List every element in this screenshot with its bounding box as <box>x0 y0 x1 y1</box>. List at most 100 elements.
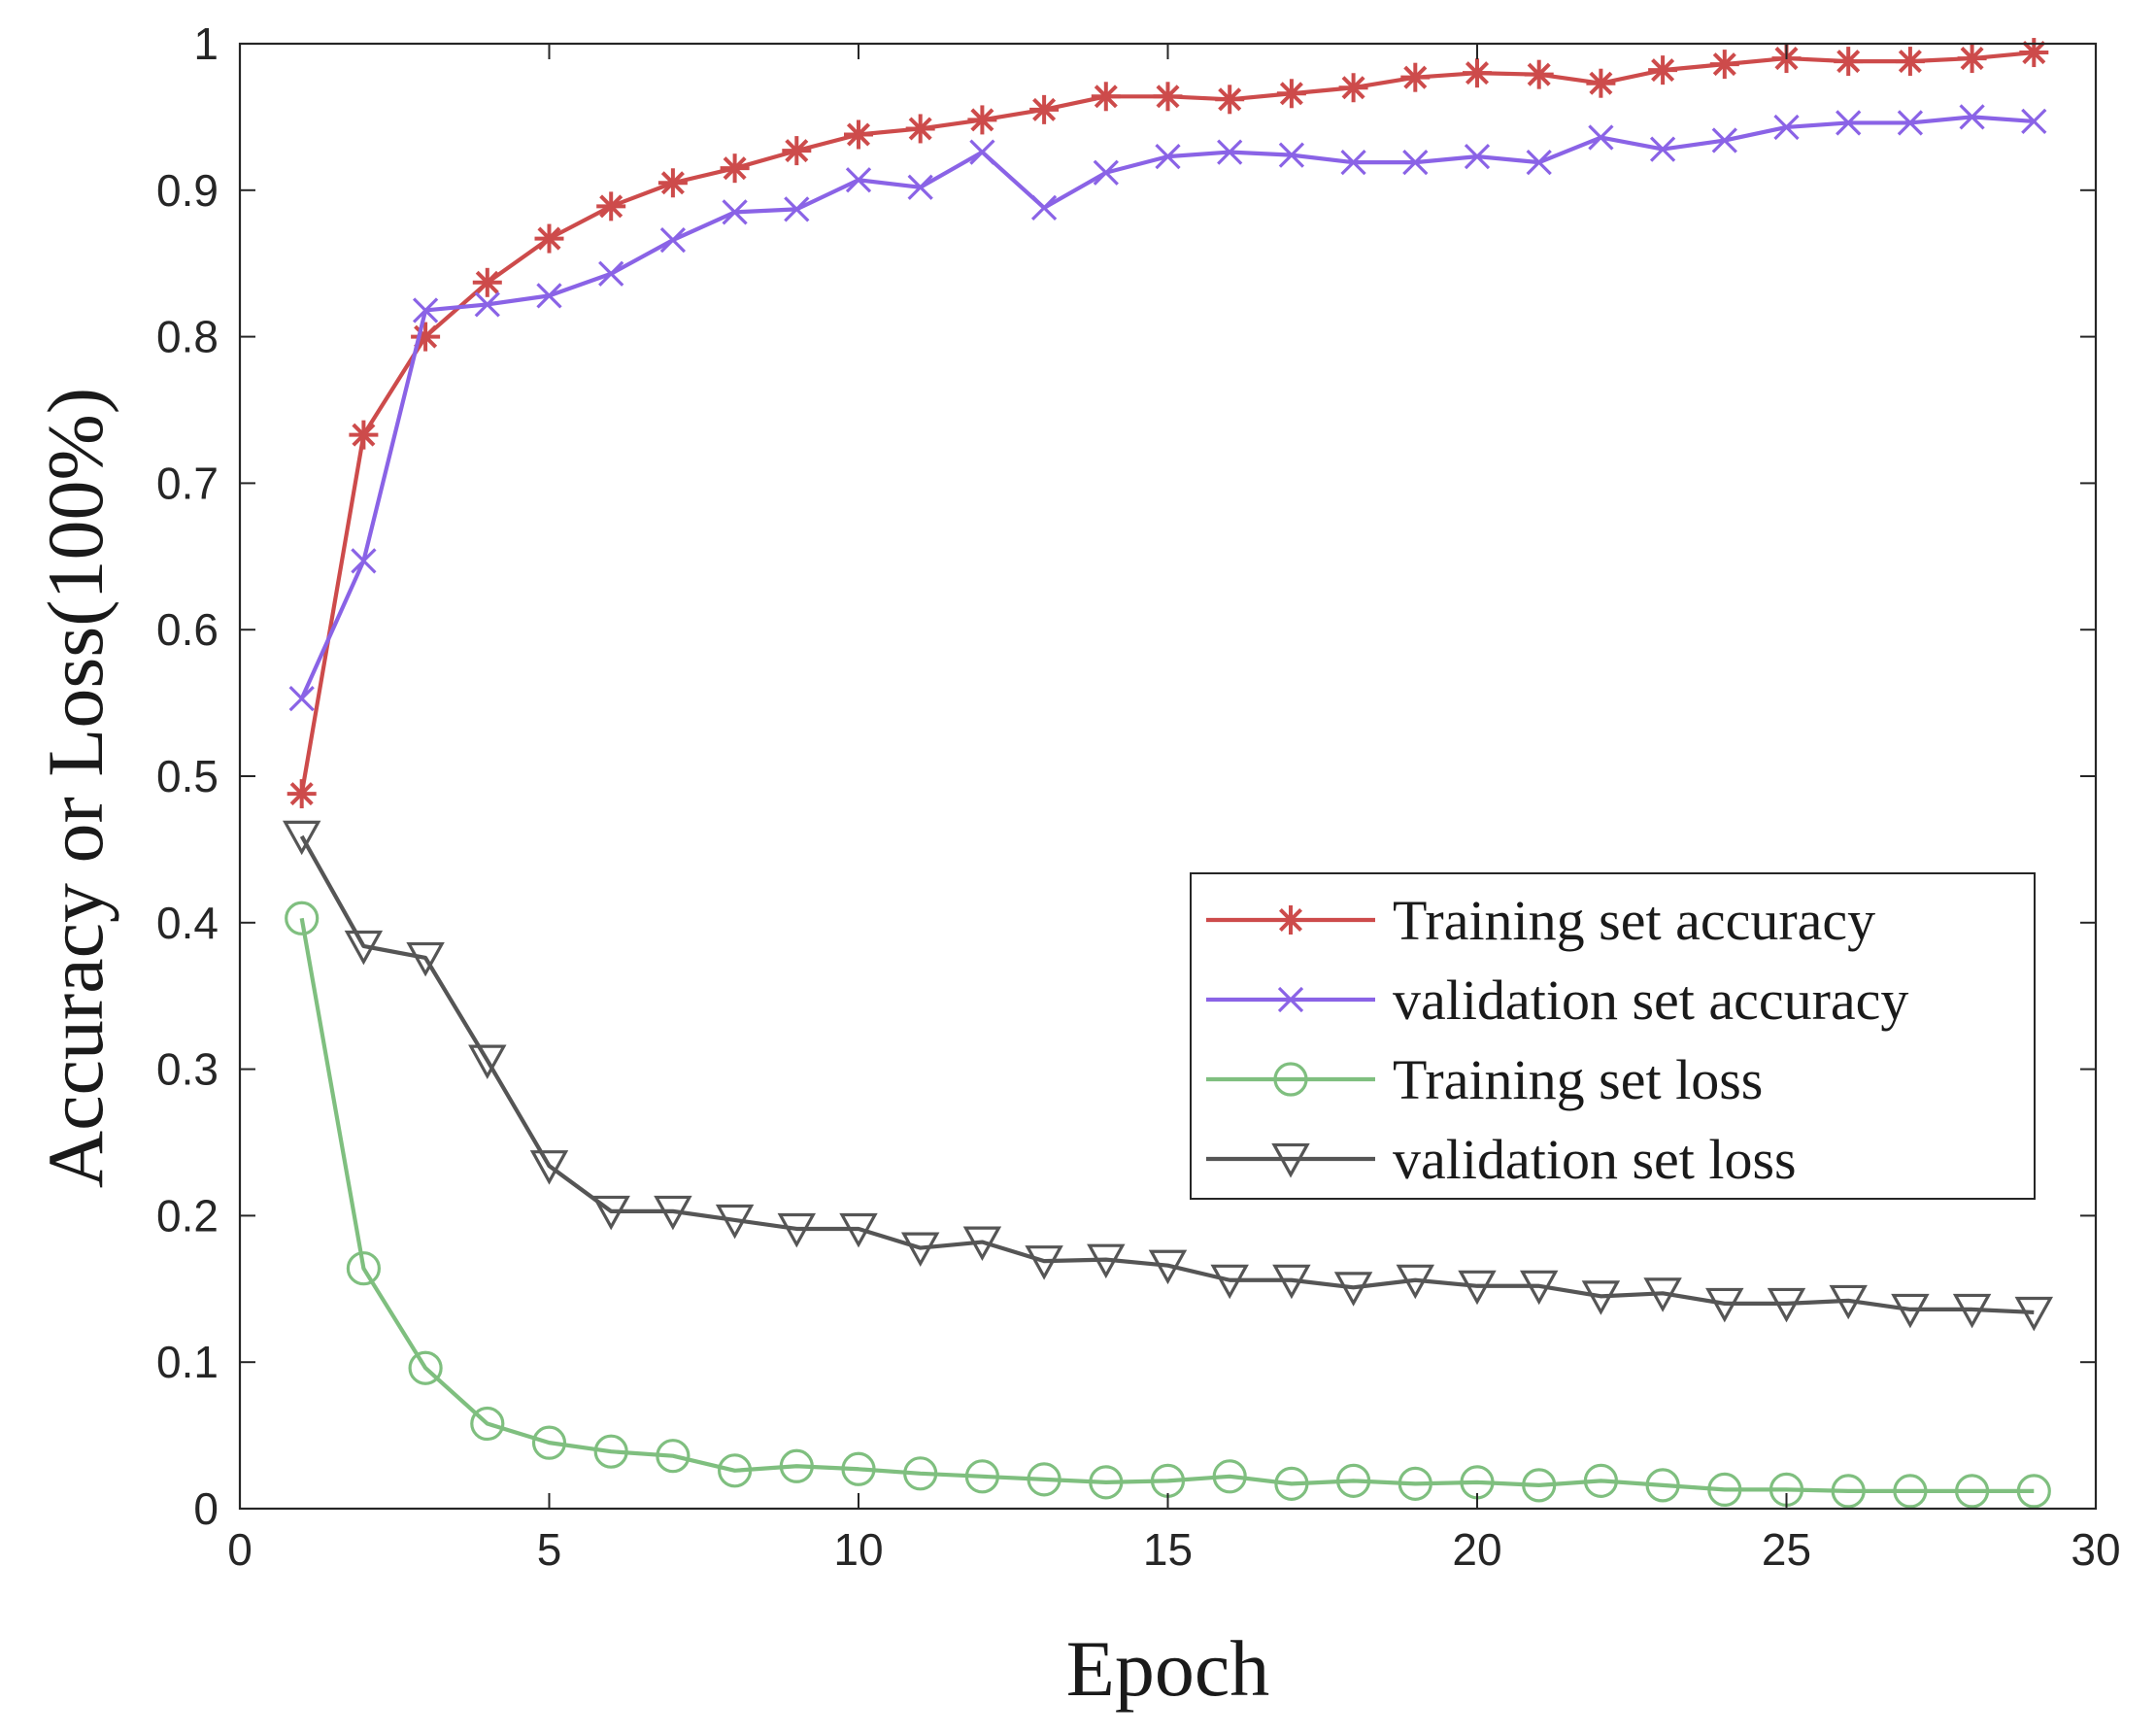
marker-training-set-loss-shape <box>1707 1472 1742 1507</box>
marker-validation-set-loss-shape <box>1210 1264 1249 1300</box>
data-point-training-set-accuracy-epoch-24 <box>1709 50 1739 80</box>
axes-layer: 0 5 10 15 20 25 30 0 0.1 0.2 0.3 0.4 0.5 0.6 0.7 0.8 0.9… <box>156 18 2121 1575</box>
marker-validation-set-accuracy-stroke <box>474 291 500 318</box>
marker-training-set-accuracy-stroke <box>846 122 871 147</box>
data-point-validation-set-accuracy-epoch-17 <box>1278 142 1305 168</box>
data-point-validation-set-loss-epoch-16 <box>1210 1264 1249 1300</box>
marker-training-set-loss-shape <box>717 1453 753 1488</box>
data-point-training-set-accuracy-epoch-15 <box>1153 82 1183 112</box>
data-point-validation-set-loss-epoch-23 <box>1643 1277 1682 1312</box>
data-point-validation-set-loss-epoch-24 <box>1705 1287 1744 1323</box>
marker-training-set-accuracy-stroke <box>1094 85 1118 109</box>
data-point-validation-set-accuracy-epoch-5 <box>536 283 562 309</box>
y-tick-label: 1 <box>193 18 219 69</box>
marker-training-set-accuracy-stroke <box>660 171 685 195</box>
data-point-training-set-loss-epoch-24 <box>1707 1472 1742 1507</box>
series-validation-set-accuracy <box>288 104 2047 712</box>
marker-training-set-loss-shape <box>1831 1474 1866 1509</box>
data-point-validation-set-accuracy-epoch-12 <box>969 139 995 165</box>
legend-label-training-set-accuracy: Training set accuracy <box>1393 889 1875 952</box>
marker-training-set-accuracy-stroke <box>1341 76 1365 100</box>
data-point-validation-set-accuracy-epoch-14 <box>1093 159 1119 186</box>
marker-validation-set-loss-shape <box>900 1232 940 1268</box>
data-point-training-set-accuracy-epoch-20 <box>1463 58 1492 88</box>
marker-validation-set-accuracy-stroke <box>2021 108 2047 135</box>
marker-validation-set-accuracy-stroke <box>1030 194 1058 221</box>
marker-training-set-accuracy-stroke <box>970 108 994 132</box>
marker-validation-set-accuracy-stroke <box>1464 143 1491 170</box>
marker-validation-set-accuracy-stroke <box>1836 110 1862 136</box>
series-line-validation-set-loss <box>299 834 2035 1315</box>
legend-entry-validation-set-accuracy: validation set accuracy <box>1206 969 1908 1032</box>
marker-validation-set-loss-shape <box>1333 1272 1373 1307</box>
data-point-validation-set-accuracy-epoch-15 <box>1155 143 1181 170</box>
x-axis-title: Epoch <box>1066 1624 1269 1713</box>
marker-validation-set-loss-shape <box>1643 1277 1682 1312</box>
data-point-validation-set-accuracy-epoch-4 <box>474 291 500 318</box>
marker-training-set-accuracy-stroke <box>475 270 499 294</box>
data-point-training-set-loss-epoch-7 <box>656 1439 691 1474</box>
marker-validation-set-accuracy-stroke <box>351 548 377 574</box>
data-point-validation-set-loss-epoch-29 <box>2014 1296 2054 1332</box>
marker-validation-set-loss-shape <box>1519 1270 1559 1306</box>
marker-validation-set-loss-shape <box>1705 1287 1744 1323</box>
marker-training-set-loss-shape <box>779 1448 814 1483</box>
legend-marker-training-set-loss-shape <box>1273 1062 1308 1097</box>
marker-validation-set-loss-shape <box>1581 1280 1621 1315</box>
marker-validation-set-loss-shape <box>2014 1296 2054 1332</box>
data-point-training-set-loss-epoch-2 <box>346 1251 381 1286</box>
marker-training-set-accuracy-stroke <box>599 194 623 219</box>
marker-training-set-accuracy-stroke <box>1403 65 1428 89</box>
marker-validation-set-accuracy-stroke <box>1278 142 1305 168</box>
data-point-validation-set-loss-epoch-7 <box>654 1195 692 1231</box>
data-point-validation-set-loss-epoch-21 <box>1519 1270 1559 1306</box>
marker-validation-set-loss-shape <box>1952 1293 1992 1329</box>
data-point-training-set-accuracy-epoch-18 <box>1338 73 1368 103</box>
data-point-training-set-loss-epoch-17 <box>1274 1466 1309 1501</box>
data-point-validation-set-accuracy-epoch-9 <box>784 196 810 222</box>
marker-training-set-accuracy-stroke <box>537 226 561 251</box>
marker-validation-set-accuracy-stroke <box>659 226 687 254</box>
marker-training-set-loss-shape <box>1027 1462 1061 1497</box>
data-point-validation-set-accuracy-epoch-19 <box>1402 150 1429 176</box>
data-point-validation-set-loss-epoch-13 <box>1025 1245 1063 1280</box>
marker-validation-set-loss-shape <box>777 1212 817 1248</box>
data-point-validation-set-loss-epoch-4 <box>468 1044 507 1079</box>
data-point-validation-set-accuracy-epoch-29 <box>2021 108 2047 135</box>
series-validation-set-loss <box>282 820 2054 1332</box>
data-point-training-set-accuracy-epoch-8 <box>720 153 750 184</box>
data-point-validation-set-accuracy-epoch-2 <box>351 548 377 574</box>
marker-validation-set-loss-shape <box>1087 1243 1126 1279</box>
marker-validation-set-loss-shape <box>406 941 445 977</box>
data-point-training-set-loss-epoch-6 <box>593 1434 628 1469</box>
y-tick-label: 0.3 <box>156 1044 219 1095</box>
x-tick-label: 20 <box>1452 1524 1501 1575</box>
legend: Training set accuracy validation set accu… <box>1190 872 2036 1200</box>
data-point-training-set-loss-epoch-10 <box>841 1451 876 1486</box>
data-point-validation-set-loss-epoch-10 <box>839 1212 878 1248</box>
data-point-validation-set-loss-epoch-25 <box>1767 1287 1806 1323</box>
marker-validation-set-loss-shape <box>1891 1293 1930 1329</box>
marker-validation-set-loss-shape <box>529 1150 569 1185</box>
marker-validation-set-accuracy-stroke <box>1340 150 1366 176</box>
marker-validation-set-loss-shape <box>1272 1264 1311 1300</box>
marker-validation-set-accuracy-stroke <box>1649 136 1676 162</box>
data-point-validation-set-accuracy-epoch-7 <box>659 226 687 254</box>
y-tick-label: 0.9 <box>156 165 219 216</box>
data-point-training-set-loss-epoch-28 <box>1954 1474 1990 1509</box>
legend-swatch-marker <box>1277 986 1304 1013</box>
data-point-validation-set-loss-epoch-2 <box>344 930 384 966</box>
data-point-validation-set-accuracy-epoch-25 <box>1773 114 1800 141</box>
marker-validation-set-loss-shape <box>839 1212 878 1248</box>
data-point-training-set-accuracy-epoch-21 <box>1524 59 1554 89</box>
legend-label-training-set-loss: Training set loss <box>1393 1048 1763 1111</box>
data-point-training-set-accuracy-epoch-19 <box>1400 62 1431 92</box>
marker-validation-set-accuracy-stroke <box>969 139 995 165</box>
data-point-training-set-accuracy-epoch-1 <box>286 779 317 809</box>
marker-training-set-accuracy-stroke <box>2022 41 2046 65</box>
data-point-training-set-loss-epoch-26 <box>1831 1474 1866 1509</box>
marker-training-set-loss-shape <box>408 1350 443 1385</box>
data-point-training-set-accuracy-epoch-17 <box>1276 79 1306 109</box>
data-point-validation-set-loss-epoch-22 <box>1581 1280 1621 1315</box>
data-point-validation-set-loss-epoch-26 <box>1829 1284 1868 1320</box>
